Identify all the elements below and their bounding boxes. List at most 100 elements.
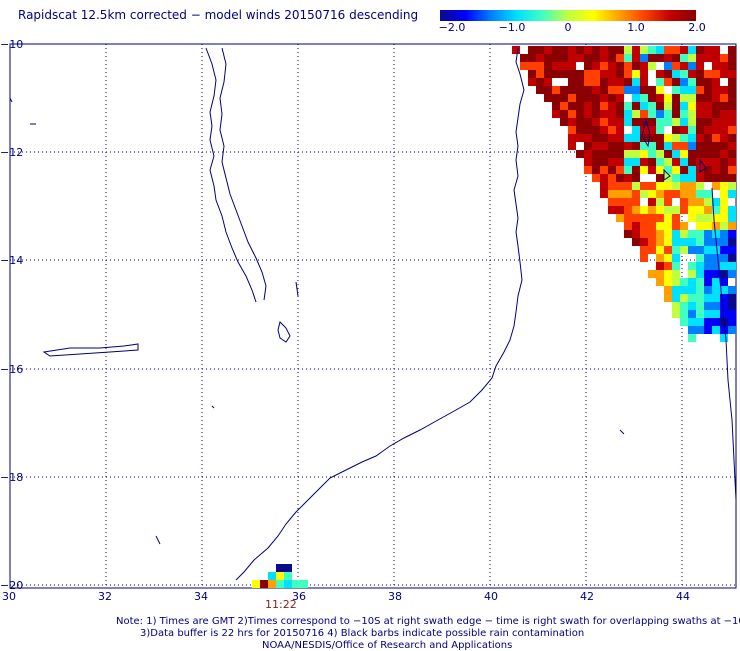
swath-cell [648,182,656,190]
swath-cell [688,326,696,334]
swath-cell [696,78,704,86]
swath-cell [656,230,664,238]
swath-cell [608,206,616,214]
swath-cell [696,94,704,102]
swath-cell [656,78,664,86]
swath-cell [704,294,712,302]
swath-cell [632,238,640,246]
swath-cell [568,70,576,78]
swath-cell [672,126,680,134]
swath-cell [600,102,608,110]
swath-cell [664,118,672,126]
swath-cell [536,70,544,78]
swath-cell [568,110,576,118]
swath-cell [536,78,544,86]
swath-cell [672,262,680,270]
swath-cell [616,94,624,102]
swath-cell [712,110,720,118]
swath-cell [688,310,696,318]
swath-cell [592,86,600,94]
swath-cell [704,94,712,102]
swath-cell [528,54,536,62]
swath-cell [600,182,608,190]
coastline-islet [295,281,299,297]
swath-cell [624,54,632,62]
swath-cell [608,174,616,182]
swath-cell [632,46,640,54]
swath-cell [688,166,696,174]
swath-cell [584,126,592,134]
swath-cell [696,134,704,142]
swath-cell [568,46,576,54]
swath-cell [568,86,576,94]
swath-cell [552,46,560,54]
swath-cell [552,62,560,70]
swath-cell [592,62,600,70]
swath-cell [600,166,608,174]
swath-cell [728,118,736,126]
swath-cell [720,110,728,118]
swath-cell [276,564,284,572]
swath-cell [552,86,560,94]
swath-cell [624,166,632,174]
swath-cell [592,46,600,54]
swath-cell [616,70,624,78]
swath-cell [704,166,712,174]
swath-cell [712,286,720,294]
swath-cell [584,118,592,126]
swath-cell [712,174,720,182]
swath-cell [704,190,712,198]
swath-cell [276,572,284,580]
swath-cell [592,174,600,182]
swath-cell [712,302,720,310]
swath-cell [680,46,688,54]
swath-cell [640,118,648,126]
swath-cell [640,102,648,110]
swath-cell [576,70,584,78]
swath-cell [632,78,640,86]
swath-cell [252,580,260,588]
swath-cell [672,166,680,174]
swath-cell [688,118,696,126]
swath-cell [656,214,664,222]
swath-cell [688,230,696,238]
swath-cell [624,206,632,214]
swath-cell [600,134,608,142]
swath-cell [656,206,664,214]
swath-cell [640,182,648,190]
swath-cell [592,150,600,158]
swath-cell [656,174,664,182]
swath-cell [704,222,712,230]
swath-cell [696,238,704,246]
swath-cell [680,294,688,302]
swath-cell [728,166,736,174]
swath-cell [616,142,624,150]
swath-cell [680,142,688,150]
swath-cell [592,78,600,86]
swath-cell [688,54,696,62]
swath-cell [576,110,584,118]
swath-cell [712,318,720,326]
swath-cell [712,62,720,70]
swath-cell [632,174,640,182]
swath-cell [632,214,640,222]
swath-cell [720,334,728,342]
swath-cell [688,110,696,118]
swath-cell [688,78,696,86]
swath-cell [720,142,728,150]
swath-cell [568,142,576,150]
swath-cell [632,230,640,238]
swath-cell [720,254,728,262]
coastline-comoros [699,158,707,173]
swath-cell [632,190,640,198]
swath-cell [704,142,712,150]
swath-cell [608,86,616,94]
swath-cell [584,110,592,118]
swath-cell [696,54,704,62]
swath-cell [640,134,648,142]
swath-cell [656,262,664,270]
swath-cell [640,158,648,166]
swath-cell [696,86,704,94]
swath-cell [688,190,696,198]
swath-cell [608,166,616,174]
